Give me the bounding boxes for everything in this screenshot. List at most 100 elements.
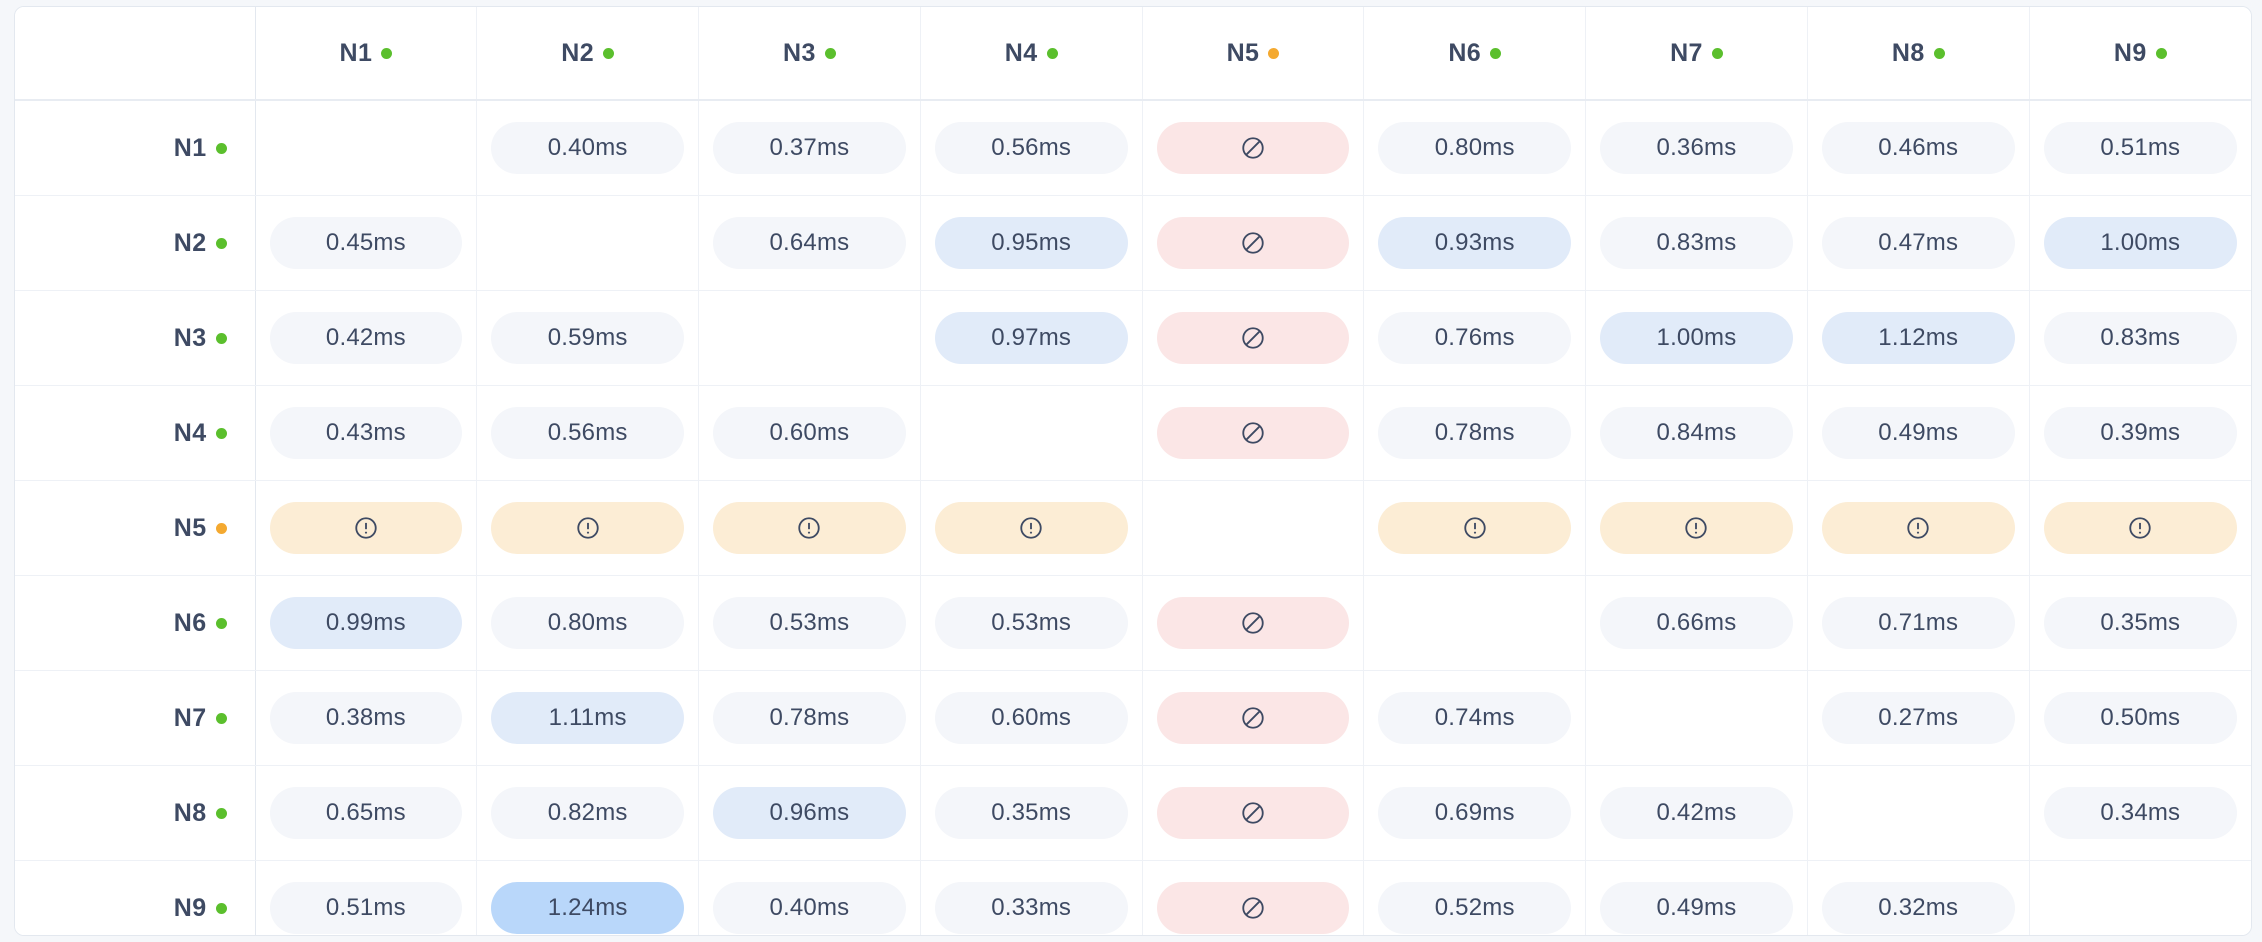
latency-cell-n4-n1[interactable]: 0.43ms: [255, 385, 478, 481]
latency-cell-n1-n4[interactable]: 0.56ms: [920, 100, 1143, 196]
column-header-n8[interactable]: N8: [1807, 7, 2030, 101]
latency-cell-n3-n4[interactable]: 0.97ms: [920, 290, 1143, 386]
latency-cell-n4-n3[interactable]: 0.60ms: [698, 385, 921, 481]
latency-cell-n5-n9[interactable]: [2029, 480, 2251, 576]
latency-cell-n9-n8[interactable]: 0.32ms: [1807, 860, 2030, 935]
column-header-n2[interactable]: N2: [476, 7, 700, 101]
latency-cell-n5-n3[interactable]: [698, 480, 921, 576]
latency-cell-n5-n6[interactable]: [1363, 480, 1587, 576]
latency-cell-n2-n9[interactable]: 1.00ms: [2029, 195, 2251, 291]
column-header-n1[interactable]: N1: [255, 7, 478, 101]
latency-cell-n2-n3[interactable]: 0.64ms: [698, 195, 921, 291]
latency-cell-n5-n7[interactable]: [1585, 480, 1808, 576]
latency-cell-n6-n5[interactable]: [1142, 575, 1365, 671]
latency-cell-n9-n3[interactable]: 0.40ms: [698, 860, 921, 935]
latency-cell-n6-n3[interactable]: 0.53ms: [698, 575, 921, 671]
status-dot-ok-icon: [215, 807, 227, 819]
latency-value: 1.11ms: [491, 692, 685, 744]
latency-cell-n6-n4[interactable]: 0.53ms: [920, 575, 1143, 671]
latency-cell-n8-n2[interactable]: 0.82ms: [476, 765, 700, 861]
row-header-n9[interactable]: N9: [15, 860, 256, 935]
latency-cell-n3-n5[interactable]: [1142, 290, 1365, 386]
latency-cell-n1-n3[interactable]: 0.37ms: [698, 100, 921, 196]
row-header-n1[interactable]: N1: [15, 100, 256, 196]
node-name: N6: [173, 608, 207, 637]
latency-cell-n5-n4[interactable]: [920, 480, 1143, 576]
column-header-n7[interactable]: N7: [1585, 7, 1808, 101]
status-dot-ok-icon: [1933, 47, 1945, 59]
latency-cell-n2-n8[interactable]: 0.47ms: [1807, 195, 2030, 291]
latency-cell-n8-n3[interactable]: 0.96ms: [698, 765, 921, 861]
alert-circle-icon: [2043, 502, 2237, 554]
latency-cell-n1-n6[interactable]: 0.80ms: [1363, 100, 1587, 196]
row-header-n6[interactable]: N6: [15, 575, 256, 671]
latency-cell-n8-n9[interactable]: 0.34ms: [2029, 765, 2251, 861]
row-header-n4[interactable]: N4: [15, 385, 256, 481]
latency-matrix-card: N1 N2 N3 N4 N5 N6 N7 N8 N9 N1 0.40ms 0.37ms 0.56ms 0…: [14, 6, 2252, 936]
latency-cell-n6-n1[interactable]: 0.99ms: [255, 575, 478, 671]
latency-cell-n4-n7[interactable]: 0.84ms: [1585, 385, 1808, 481]
latency-value: 0.53ms: [934, 597, 1128, 649]
latency-cell-n8-n5[interactable]: [1142, 765, 1365, 861]
latency-cell-n9-n7[interactable]: 0.49ms: [1585, 860, 1808, 935]
latency-cell-n4-n9[interactable]: 0.39ms: [2029, 385, 2251, 481]
latency-cell-n4-n8[interactable]: 0.49ms: [1807, 385, 2030, 481]
latency-cell-n9-n2[interactable]: 1.24ms: [476, 860, 700, 935]
latency-value: 0.35ms: [934, 787, 1128, 839]
latency-cell-n6-n8[interactable]: 0.71ms: [1807, 575, 2030, 671]
row-header-n5[interactable]: N5: [15, 480, 256, 576]
latency-cell-n3-n7[interactable]: 1.00ms: [1585, 290, 1808, 386]
column-header-n6[interactable]: N6: [1363, 7, 1587, 101]
latency-cell-n7-n6[interactable]: 0.74ms: [1363, 670, 1587, 766]
latency-cell-n1-n2[interactable]: 0.40ms: [476, 100, 700, 196]
row-header-n2[interactable]: N2: [15, 195, 256, 291]
latency-cell-n1-n9[interactable]: 0.51ms: [2029, 100, 2251, 196]
latency-cell-n3-n9[interactable]: 0.83ms: [2029, 290, 2251, 386]
column-header-n9[interactable]: N9: [2029, 7, 2251, 101]
latency-cell-n5-n2[interactable]: [476, 480, 700, 576]
latency-cell-n5-n8[interactable]: [1807, 480, 2030, 576]
latency-cell-n7-n4[interactable]: 0.60ms: [920, 670, 1143, 766]
latency-cell-n9-n4[interactable]: 0.33ms: [920, 860, 1143, 935]
column-header-n5[interactable]: N5: [1142, 7, 1365, 101]
latency-cell-n2-n4[interactable]: 0.95ms: [920, 195, 1143, 291]
latency-cell-n4-n5[interactable]: [1142, 385, 1365, 481]
latency-cell-n6-n9[interactable]: 0.35ms: [2029, 575, 2251, 671]
latency-cell-n8-n6[interactable]: 0.69ms: [1363, 765, 1587, 861]
latency-cell-n3-n8[interactable]: 1.12ms: [1807, 290, 2030, 386]
latency-cell-n3-n2[interactable]: 0.59ms: [476, 290, 700, 386]
latency-cell-n7-n5[interactable]: [1142, 670, 1365, 766]
latency-cell-n8-n4[interactable]: 0.35ms: [920, 765, 1143, 861]
latency-cell-n2-n1[interactable]: 0.45ms: [255, 195, 478, 291]
latency-cell-n4-n6[interactable]: 0.78ms: [1363, 385, 1587, 481]
latency-cell-n1-n5[interactable]: [1142, 100, 1365, 196]
latency-cell-n1-n7[interactable]: 0.36ms: [1585, 100, 1808, 196]
row-header-n7[interactable]: N7: [15, 670, 256, 766]
node-label-n1: N1: [174, 134, 227, 163]
latency-cell-n1-n8[interactable]: 0.46ms: [1807, 100, 2030, 196]
latency-cell-n8-n7[interactable]: 0.42ms: [1585, 765, 1808, 861]
latency-cell-n8-n1[interactable]: 0.65ms: [255, 765, 478, 861]
latency-cell-n2-n7[interactable]: 0.83ms: [1585, 195, 1808, 291]
latency-cell-n6-n2[interactable]: 0.80ms: [476, 575, 700, 671]
latency-cell-n2-n6[interactable]: 0.93ms: [1363, 195, 1587, 291]
latency-value: 0.49ms: [1600, 882, 1793, 934]
column-header-n3[interactable]: N3: [698, 7, 921, 101]
latency-cell-n7-n9[interactable]: 0.50ms: [2029, 670, 2251, 766]
latency-cell-n9-n6[interactable]: 0.52ms: [1363, 860, 1587, 935]
latency-cell-n9-n1[interactable]: 0.51ms: [255, 860, 478, 935]
latency-cell-n3-n6[interactable]: 0.76ms: [1363, 290, 1587, 386]
latency-cell-n7-n8[interactable]: 0.27ms: [1807, 670, 2030, 766]
latency-cell-n7-n1[interactable]: 0.38ms: [255, 670, 478, 766]
latency-cell-n4-n2[interactable]: 0.56ms: [476, 385, 700, 481]
latency-cell-n5-n1[interactable]: [255, 480, 478, 576]
latency-cell-n6-n7[interactable]: 0.66ms: [1585, 575, 1808, 671]
row-header-n3[interactable]: N3: [15, 290, 256, 386]
latency-cell-n9-n5[interactable]: [1142, 860, 1365, 935]
latency-cell-n7-n3[interactable]: 0.78ms: [698, 670, 921, 766]
latency-cell-n2-n5[interactable]: [1142, 195, 1365, 291]
column-header-n4[interactable]: N4: [920, 7, 1143, 101]
latency-cell-n7-n2[interactable]: 1.11ms: [476, 670, 700, 766]
latency-cell-n3-n1[interactable]: 0.42ms: [255, 290, 478, 386]
row-header-n8[interactable]: N8: [15, 765, 256, 861]
